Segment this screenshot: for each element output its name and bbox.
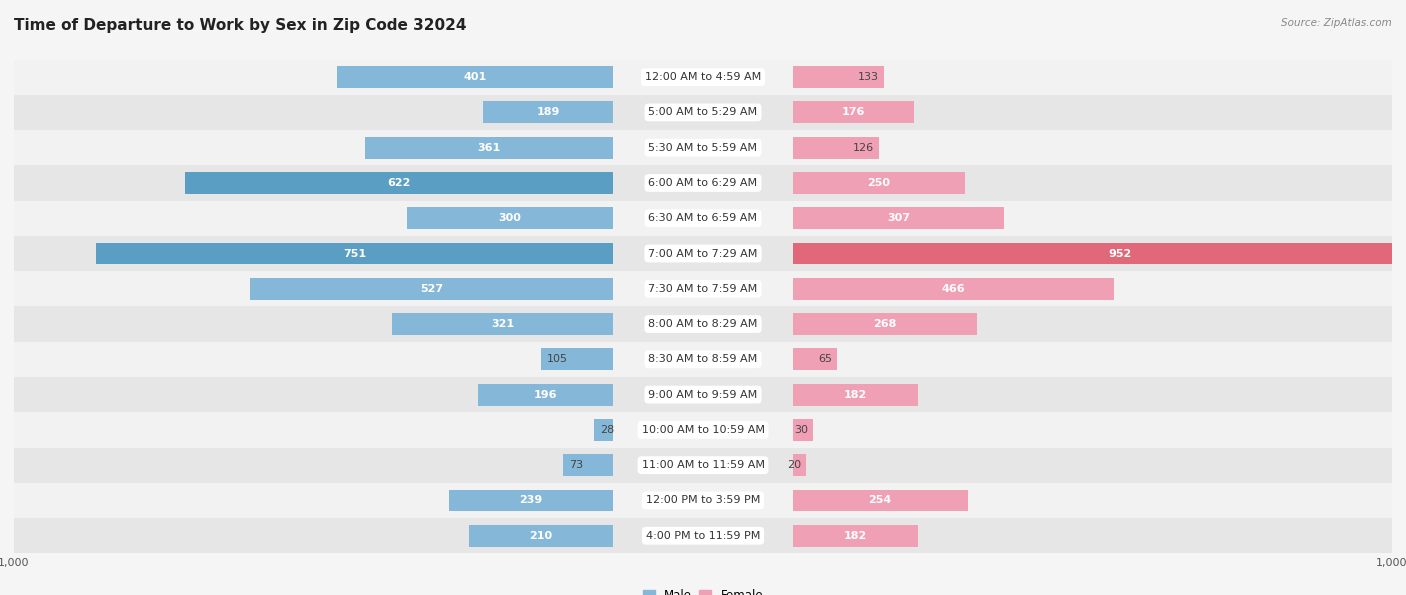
Text: 73: 73 (568, 460, 582, 470)
Bar (564, 454, 613, 476)
Bar (595, 419, 613, 441)
Text: 300: 300 (499, 213, 522, 223)
Text: 12:00 AM to 4:59 AM: 12:00 AM to 4:59 AM (645, 72, 761, 82)
Text: 7:30 AM to 7:59 AM: 7:30 AM to 7:59 AM (648, 284, 758, 294)
Bar (337, 66, 613, 88)
Bar (793, 490, 967, 511)
Bar (793, 137, 879, 159)
Bar (793, 172, 965, 194)
Bar (406, 207, 613, 229)
Text: 189: 189 (537, 108, 560, 117)
Text: 5:30 AM to 5:59 AM: 5:30 AM to 5:59 AM (648, 143, 758, 153)
Text: 6:00 AM to 6:29 AM: 6:00 AM to 6:29 AM (648, 178, 758, 188)
FancyBboxPatch shape (14, 412, 1392, 447)
Text: Source: ZipAtlas.com: Source: ZipAtlas.com (1281, 18, 1392, 28)
Text: 65: 65 (818, 355, 832, 364)
Text: 182: 182 (844, 531, 868, 541)
Text: 361: 361 (478, 143, 501, 153)
FancyBboxPatch shape (14, 165, 1392, 201)
Text: 321: 321 (491, 319, 515, 329)
Bar (541, 349, 613, 370)
FancyBboxPatch shape (14, 271, 1392, 306)
Text: 105: 105 (547, 355, 568, 364)
Text: 401: 401 (464, 72, 486, 82)
Bar (392, 313, 613, 335)
Text: 20: 20 (787, 460, 801, 470)
Bar (364, 137, 613, 159)
Text: 268: 268 (873, 319, 897, 329)
FancyBboxPatch shape (14, 377, 1392, 412)
Text: 250: 250 (868, 178, 890, 188)
Bar (793, 525, 918, 547)
Bar (793, 454, 807, 476)
Text: 466: 466 (941, 284, 965, 294)
Bar (793, 419, 813, 441)
Text: 8:00 AM to 8:29 AM: 8:00 AM to 8:29 AM (648, 319, 758, 329)
Bar (793, 349, 838, 370)
Text: 11:00 AM to 11:59 AM: 11:00 AM to 11:59 AM (641, 460, 765, 470)
Bar (793, 207, 1004, 229)
Text: 10:00 AM to 10:59 AM: 10:00 AM to 10:59 AM (641, 425, 765, 435)
Bar (793, 66, 884, 88)
Text: 527: 527 (420, 284, 443, 294)
FancyBboxPatch shape (14, 236, 1392, 271)
Bar (250, 278, 613, 300)
Text: 182: 182 (844, 390, 868, 400)
Text: 751: 751 (343, 249, 367, 258)
Text: 30: 30 (794, 425, 807, 435)
Bar (793, 384, 918, 406)
FancyBboxPatch shape (14, 483, 1392, 518)
Text: 28: 28 (599, 425, 614, 435)
Bar (96, 243, 613, 264)
Bar (793, 313, 977, 335)
Bar (793, 243, 1406, 264)
Text: 9:00 AM to 9:59 AM: 9:00 AM to 9:59 AM (648, 390, 758, 400)
FancyBboxPatch shape (14, 447, 1392, 483)
Text: 196: 196 (534, 390, 558, 400)
Text: 4:00 PM to 11:59 PM: 4:00 PM to 11:59 PM (645, 531, 761, 541)
Text: 6:30 AM to 6:59 AM: 6:30 AM to 6:59 AM (648, 213, 758, 223)
Text: 8:30 AM to 8:59 AM: 8:30 AM to 8:59 AM (648, 355, 758, 364)
FancyBboxPatch shape (14, 130, 1392, 165)
Text: 952: 952 (1109, 249, 1132, 258)
Bar (793, 102, 914, 123)
FancyBboxPatch shape (14, 342, 1392, 377)
Text: 7:00 AM to 7:29 AM: 7:00 AM to 7:29 AM (648, 249, 758, 258)
FancyBboxPatch shape (14, 95, 1392, 130)
Legend: Male, Female: Male, Female (638, 584, 768, 595)
Bar (484, 102, 613, 123)
FancyBboxPatch shape (14, 201, 1392, 236)
Bar (793, 278, 1114, 300)
Text: 126: 126 (852, 143, 875, 153)
FancyBboxPatch shape (14, 306, 1392, 342)
Text: 254: 254 (869, 496, 891, 505)
Text: 176: 176 (842, 108, 865, 117)
Bar (478, 384, 613, 406)
Bar (186, 172, 613, 194)
Bar (468, 525, 613, 547)
Text: 239: 239 (519, 496, 543, 505)
FancyBboxPatch shape (14, 518, 1392, 553)
Text: 307: 307 (887, 213, 910, 223)
Text: 133: 133 (858, 72, 879, 82)
Text: 5:00 AM to 5:29 AM: 5:00 AM to 5:29 AM (648, 108, 758, 117)
Text: Time of Departure to Work by Sex in Zip Code 32024: Time of Departure to Work by Sex in Zip … (14, 18, 467, 33)
Text: 12:00 PM to 3:59 PM: 12:00 PM to 3:59 PM (645, 496, 761, 505)
Text: 210: 210 (530, 531, 553, 541)
FancyBboxPatch shape (14, 60, 1392, 95)
Text: 622: 622 (388, 178, 411, 188)
Bar (449, 490, 613, 511)
